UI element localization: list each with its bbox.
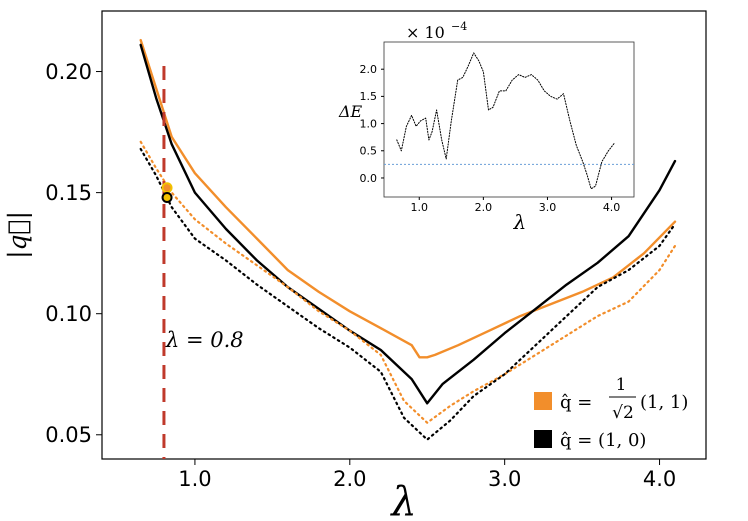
inset-x-tick-label: 2.0: [475, 201, 493, 214]
inset-y-ticks: 0.0 0.5 1.0 1.5 2.0: [360, 63, 384, 185]
vline-label: λ = 0.8: [165, 328, 244, 352]
main-x-tick-label: 3.0: [488, 467, 521, 491]
inset-series: [396, 52, 616, 190]
legend-swatch-orange: [534, 392, 552, 410]
inset-y-tick-label: 1.0: [360, 117, 378, 130]
main-x-ticks: 1.0 2.0 3.0 4.0: [178, 459, 676, 491]
series-black-dotted: [139, 147, 677, 441]
legend-label-orange-num: 1: [616, 375, 627, 395]
main-y-tick-label: 0.15: [45, 181, 92, 205]
main-x-axis-label: λ: [389, 479, 416, 521]
inset-y-tick-label: 2.0: [360, 63, 378, 76]
series-delta-e: [396, 52, 616, 190]
inset-x-tick-label: 1.0: [411, 201, 429, 214]
legend-label-orange-lhs: q̂ =: [560, 392, 592, 413]
main-y-tick-label: 0.20: [45, 60, 92, 84]
main-y-ticks: 0.05 0.10 0.15 0.20: [45, 60, 102, 447]
inset-plot: 0.00.51.01.52.0 1.0 2.0 3.0 4.0 × 10 −4 ΔE …: [338, 20, 635, 234]
inset-scale-exponent: −4: [451, 20, 467, 33]
inset-frame: [383, 41, 635, 198]
main-y-tick-label: 0.05: [45, 423, 92, 447]
main-x-tick-label: 1.0: [178, 467, 211, 491]
series-orange-solid: [139, 38, 677, 359]
legend: q̂ = 1 √2 (1, 1) q̂ = (1, 0): [534, 375, 688, 451]
legend-label-black: q̂ = (1, 0): [560, 430, 646, 451]
main-series: [139, 38, 677, 441]
main-y-axis-label: |q⃗|: [3, 211, 33, 259]
series-black-solid: [139, 43, 677, 405]
main-y-tick-label: 0.10: [45, 302, 92, 326]
inset-y-tick-label: 0.5: [360, 145, 378, 158]
legend-swatch-black: [534, 430, 552, 448]
inset-y-tick-label: 1.5: [360, 90, 378, 103]
inset-y-axis-label: ΔE: [338, 102, 363, 121]
inset-x-tick-label: 4.0: [603, 201, 621, 214]
main-x-tick-label: 2.0: [333, 467, 366, 491]
inset-x-tick-label: 3.0: [539, 201, 557, 214]
inset-x-axis-label: λ: [513, 210, 527, 234]
black-marker: [161, 191, 173, 203]
legend-entry-black: q̂ = (1, 0): [534, 430, 646, 451]
inset-y-tick-label: 0.0: [360, 172, 378, 185]
inset-scale-label: × 10: [406, 23, 445, 42]
legend-label-orange-rhs: (1, 1): [640, 392, 688, 413]
main-markers: [161, 182, 173, 203]
orange-marker: [161, 182, 173, 194]
main-x-tick-label: 4.0: [643, 467, 676, 491]
inset-x-ticks: 1.0 2.0 3.0 4.0: [411, 197, 621, 214]
legend-label-orange-den: √2: [612, 403, 634, 423]
legend-entry-orange: q̂ = 1 √2 (1, 1): [534, 375, 688, 423]
